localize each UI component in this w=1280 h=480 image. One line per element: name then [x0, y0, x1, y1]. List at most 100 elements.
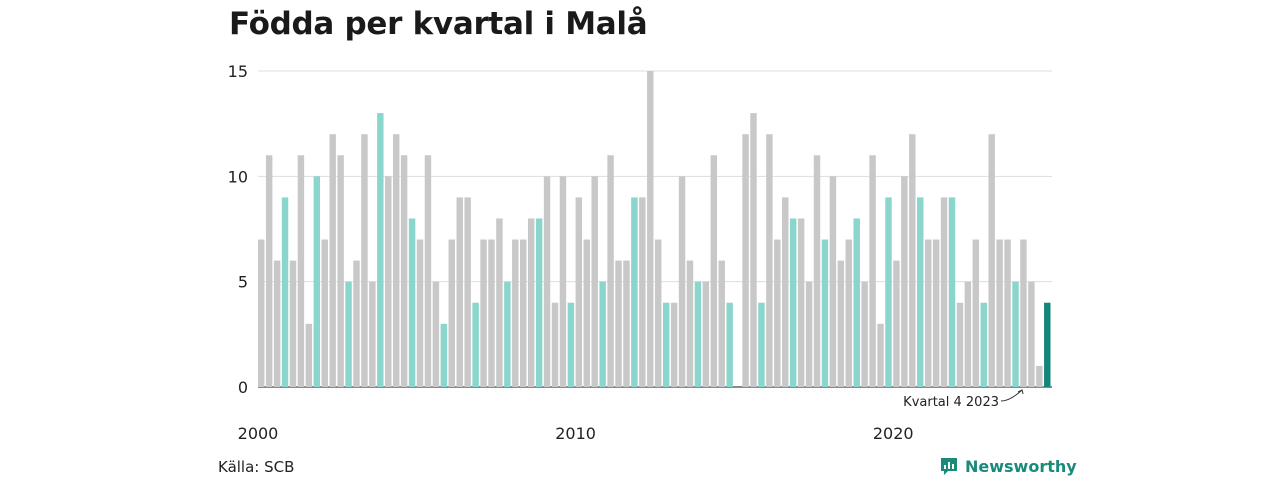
bar [718, 260, 725, 387]
bar [813, 155, 821, 387]
bar [662, 302, 670, 387]
bar [567, 302, 575, 387]
bar [821, 239, 829, 387]
bar [265, 155, 273, 387]
bar [543, 176, 551, 387]
bar [655, 239, 662, 387]
bar [869, 155, 876, 387]
bar [345, 281, 352, 387]
bar [805, 281, 813, 387]
bar [1004, 239, 1011, 387]
bar [1044, 302, 1051, 387]
bar [885, 197, 892, 387]
bar [996, 239, 1003, 387]
bar [313, 176, 321, 387]
bar [877, 323, 884, 387]
bar [909, 134, 916, 387]
bar [424, 155, 432, 387]
bar [766, 134, 773, 387]
bar [551, 302, 559, 387]
bar [940, 197, 948, 387]
bar [1028, 281, 1035, 387]
brand-name: Newsworthy [965, 456, 1077, 476]
bar [377, 113, 384, 387]
bar [337, 155, 344, 387]
bar [917, 197, 924, 387]
bar [520, 239, 527, 387]
bar [559, 176, 567, 387]
y-tick-label: 5 [238, 273, 248, 292]
bar [575, 197, 583, 387]
bar [456, 197, 463, 387]
bar [599, 281, 606, 387]
bar [408, 218, 416, 387]
x-tick-label: 2020 [873, 424, 914, 443]
bar [861, 281, 868, 387]
bar [901, 176, 908, 387]
bar [496, 218, 503, 387]
bar [1036, 365, 1043, 387]
bar [329, 134, 336, 387]
annotation-label: Kvartal 4 2023 [903, 395, 999, 410]
y-tick-label: 10 [228, 167, 248, 186]
bar [464, 197, 471, 387]
bar [932, 239, 940, 387]
bar [956, 302, 964, 387]
bar [472, 302, 479, 387]
bar [527, 218, 535, 387]
x-tick-label: 2010 [555, 424, 596, 443]
bar [591, 176, 598, 387]
bar [488, 239, 495, 387]
bar [258, 239, 265, 387]
bar [924, 239, 932, 387]
bar [670, 302, 678, 387]
bar [607, 155, 614, 387]
source-label: Källa: SCB [218, 458, 295, 476]
bar [972, 239, 980, 387]
bar [1012, 281, 1019, 387]
bar [853, 218, 860, 387]
bar [416, 239, 424, 387]
bar [400, 155, 408, 387]
bar [782, 197, 789, 387]
bar [694, 281, 702, 387]
annotation: Kvartal 4 2023 [903, 389, 1024, 410]
bar [623, 260, 630, 387]
bar [369, 281, 376, 387]
bar [837, 260, 845, 387]
y-tick-label: 0 [238, 378, 248, 397]
bar [480, 239, 487, 387]
bar [1020, 239, 1027, 387]
bar [710, 155, 718, 387]
bar [742, 134, 749, 387]
chart-title: Födda per kvartal i Malå [229, 6, 648, 42]
bar [893, 260, 900, 387]
bar [702, 281, 710, 387]
axis-labels: 0 5 10 15 2000 2010 2020 [228, 62, 914, 443]
bar [615, 260, 622, 387]
bar [353, 260, 360, 387]
bar [964, 281, 972, 387]
bar [639, 197, 646, 387]
bar [829, 176, 837, 387]
annotation-arrow [1000, 389, 1023, 402]
bars [258, 71, 1051, 387]
bar [789, 218, 797, 387]
newsworthy-icon [941, 458, 957, 475]
bar [297, 155, 305, 387]
bar [392, 134, 400, 387]
bar [448, 239, 455, 387]
bar [273, 260, 281, 387]
bar [631, 197, 638, 387]
bar [321, 239, 328, 387]
bar [583, 239, 590, 387]
bar [845, 239, 852, 387]
bar [980, 302, 987, 387]
bar [678, 176, 686, 387]
bar [535, 218, 543, 387]
bar [385, 176, 392, 387]
bar [988, 134, 995, 387]
bar [289, 260, 297, 387]
bar [758, 302, 765, 387]
